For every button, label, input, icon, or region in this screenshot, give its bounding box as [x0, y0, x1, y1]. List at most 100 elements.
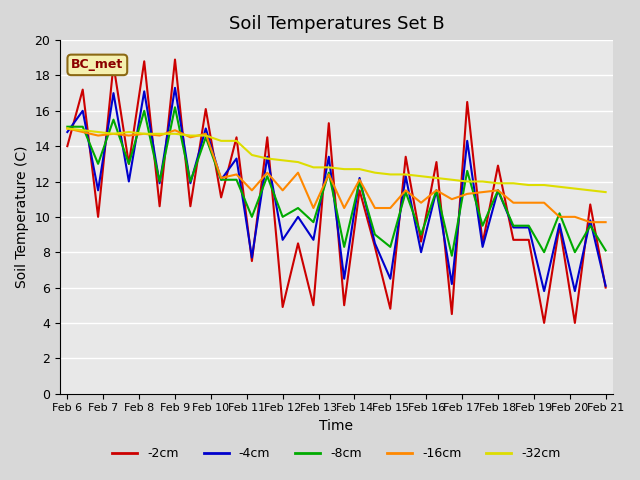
-32cm	[494, 180, 502, 186]
-4cm	[125, 179, 132, 184]
-8cm	[540, 249, 548, 255]
-2cm	[417, 239, 425, 244]
-8cm	[571, 249, 579, 255]
-2cm	[125, 161, 132, 167]
-32cm	[371, 170, 379, 176]
Legend: -2cm, -4cm, -8cm, -16cm, -32cm: -2cm, -4cm, -8cm, -16cm, -32cm	[108, 442, 566, 465]
-8cm	[171, 104, 179, 110]
-8cm	[509, 223, 517, 228]
-2cm	[109, 62, 117, 68]
-16cm	[356, 177, 364, 182]
-32cm	[94, 129, 102, 135]
-4cm	[94, 188, 102, 193]
-32cm	[156, 131, 163, 137]
-32cm	[248, 152, 256, 158]
-8cm	[387, 244, 394, 250]
-16cm	[325, 171, 333, 177]
-4cm	[325, 154, 333, 160]
-8cm	[356, 179, 364, 184]
-4cm	[140, 88, 148, 94]
-4cm	[540, 288, 548, 294]
-8cm	[325, 170, 333, 176]
-2cm	[264, 134, 271, 140]
-4cm	[571, 288, 579, 294]
-8cm	[63, 124, 71, 130]
-8cm	[156, 179, 163, 184]
-32cm	[202, 132, 209, 138]
-32cm	[279, 157, 287, 163]
-32cm	[586, 188, 594, 193]
-32cm	[463, 179, 471, 184]
-16cm	[310, 205, 317, 211]
-2cm	[402, 154, 410, 160]
-8cm	[556, 210, 563, 216]
-8cm	[494, 188, 502, 193]
-32cm	[63, 126, 71, 132]
-8cm	[233, 177, 241, 182]
-16cm	[586, 219, 594, 225]
-32cm	[79, 127, 86, 133]
-16cm	[79, 129, 86, 135]
-4cm	[479, 244, 486, 250]
-2cm	[325, 120, 333, 126]
-32cm	[233, 138, 241, 144]
-2cm	[433, 159, 440, 165]
-8cm	[602, 248, 609, 253]
-2cm	[371, 244, 379, 250]
-4cm	[387, 276, 394, 282]
-16cm	[540, 200, 548, 205]
-2cm	[186, 204, 194, 209]
-16cm	[479, 189, 486, 195]
-4cm	[218, 177, 225, 182]
-16cm	[433, 188, 440, 193]
-4cm	[279, 237, 287, 243]
-2cm	[509, 237, 517, 243]
-32cm	[417, 173, 425, 179]
-2cm	[571, 320, 579, 326]
-16cm	[417, 200, 425, 205]
-16cm	[571, 214, 579, 220]
-32cm	[109, 131, 117, 137]
-4cm	[63, 129, 71, 135]
-32cm	[509, 180, 517, 186]
-32cm	[387, 171, 394, 177]
-8cm	[140, 108, 148, 114]
-4cm	[156, 180, 163, 186]
-2cm	[448, 311, 456, 317]
X-axis label: Time: Time	[319, 419, 353, 433]
-32cm	[186, 132, 194, 138]
-8cm	[125, 161, 132, 167]
Line: -4cm: -4cm	[67, 88, 605, 291]
-16cm	[171, 127, 179, 133]
-32cm	[525, 182, 532, 188]
-2cm	[63, 143, 71, 149]
-4cm	[417, 249, 425, 255]
-4cm	[356, 175, 364, 181]
Line: -32cm: -32cm	[67, 129, 605, 192]
-32cm	[325, 165, 333, 170]
-8cm	[371, 232, 379, 238]
-16cm	[340, 205, 348, 211]
-32cm	[540, 182, 548, 188]
-2cm	[202, 106, 209, 112]
-4cm	[448, 281, 456, 287]
-8cm	[294, 205, 302, 211]
-8cm	[94, 161, 102, 167]
-2cm	[494, 163, 502, 168]
-2cm	[525, 237, 532, 243]
-8cm	[340, 244, 348, 250]
-2cm	[279, 304, 287, 310]
-8cm	[264, 173, 271, 179]
-8cm	[525, 223, 532, 228]
-8cm	[109, 117, 117, 122]
-16cm	[525, 200, 532, 205]
-2cm	[294, 240, 302, 246]
-16cm	[264, 170, 271, 176]
-32cm	[433, 175, 440, 181]
-2cm	[156, 204, 163, 209]
-2cm	[463, 99, 471, 105]
-4cm	[340, 276, 348, 282]
Text: BC_met: BC_met	[71, 59, 124, 72]
-32cm	[479, 179, 486, 184]
Y-axis label: Soil Temperature (C): Soil Temperature (C)	[15, 145, 29, 288]
